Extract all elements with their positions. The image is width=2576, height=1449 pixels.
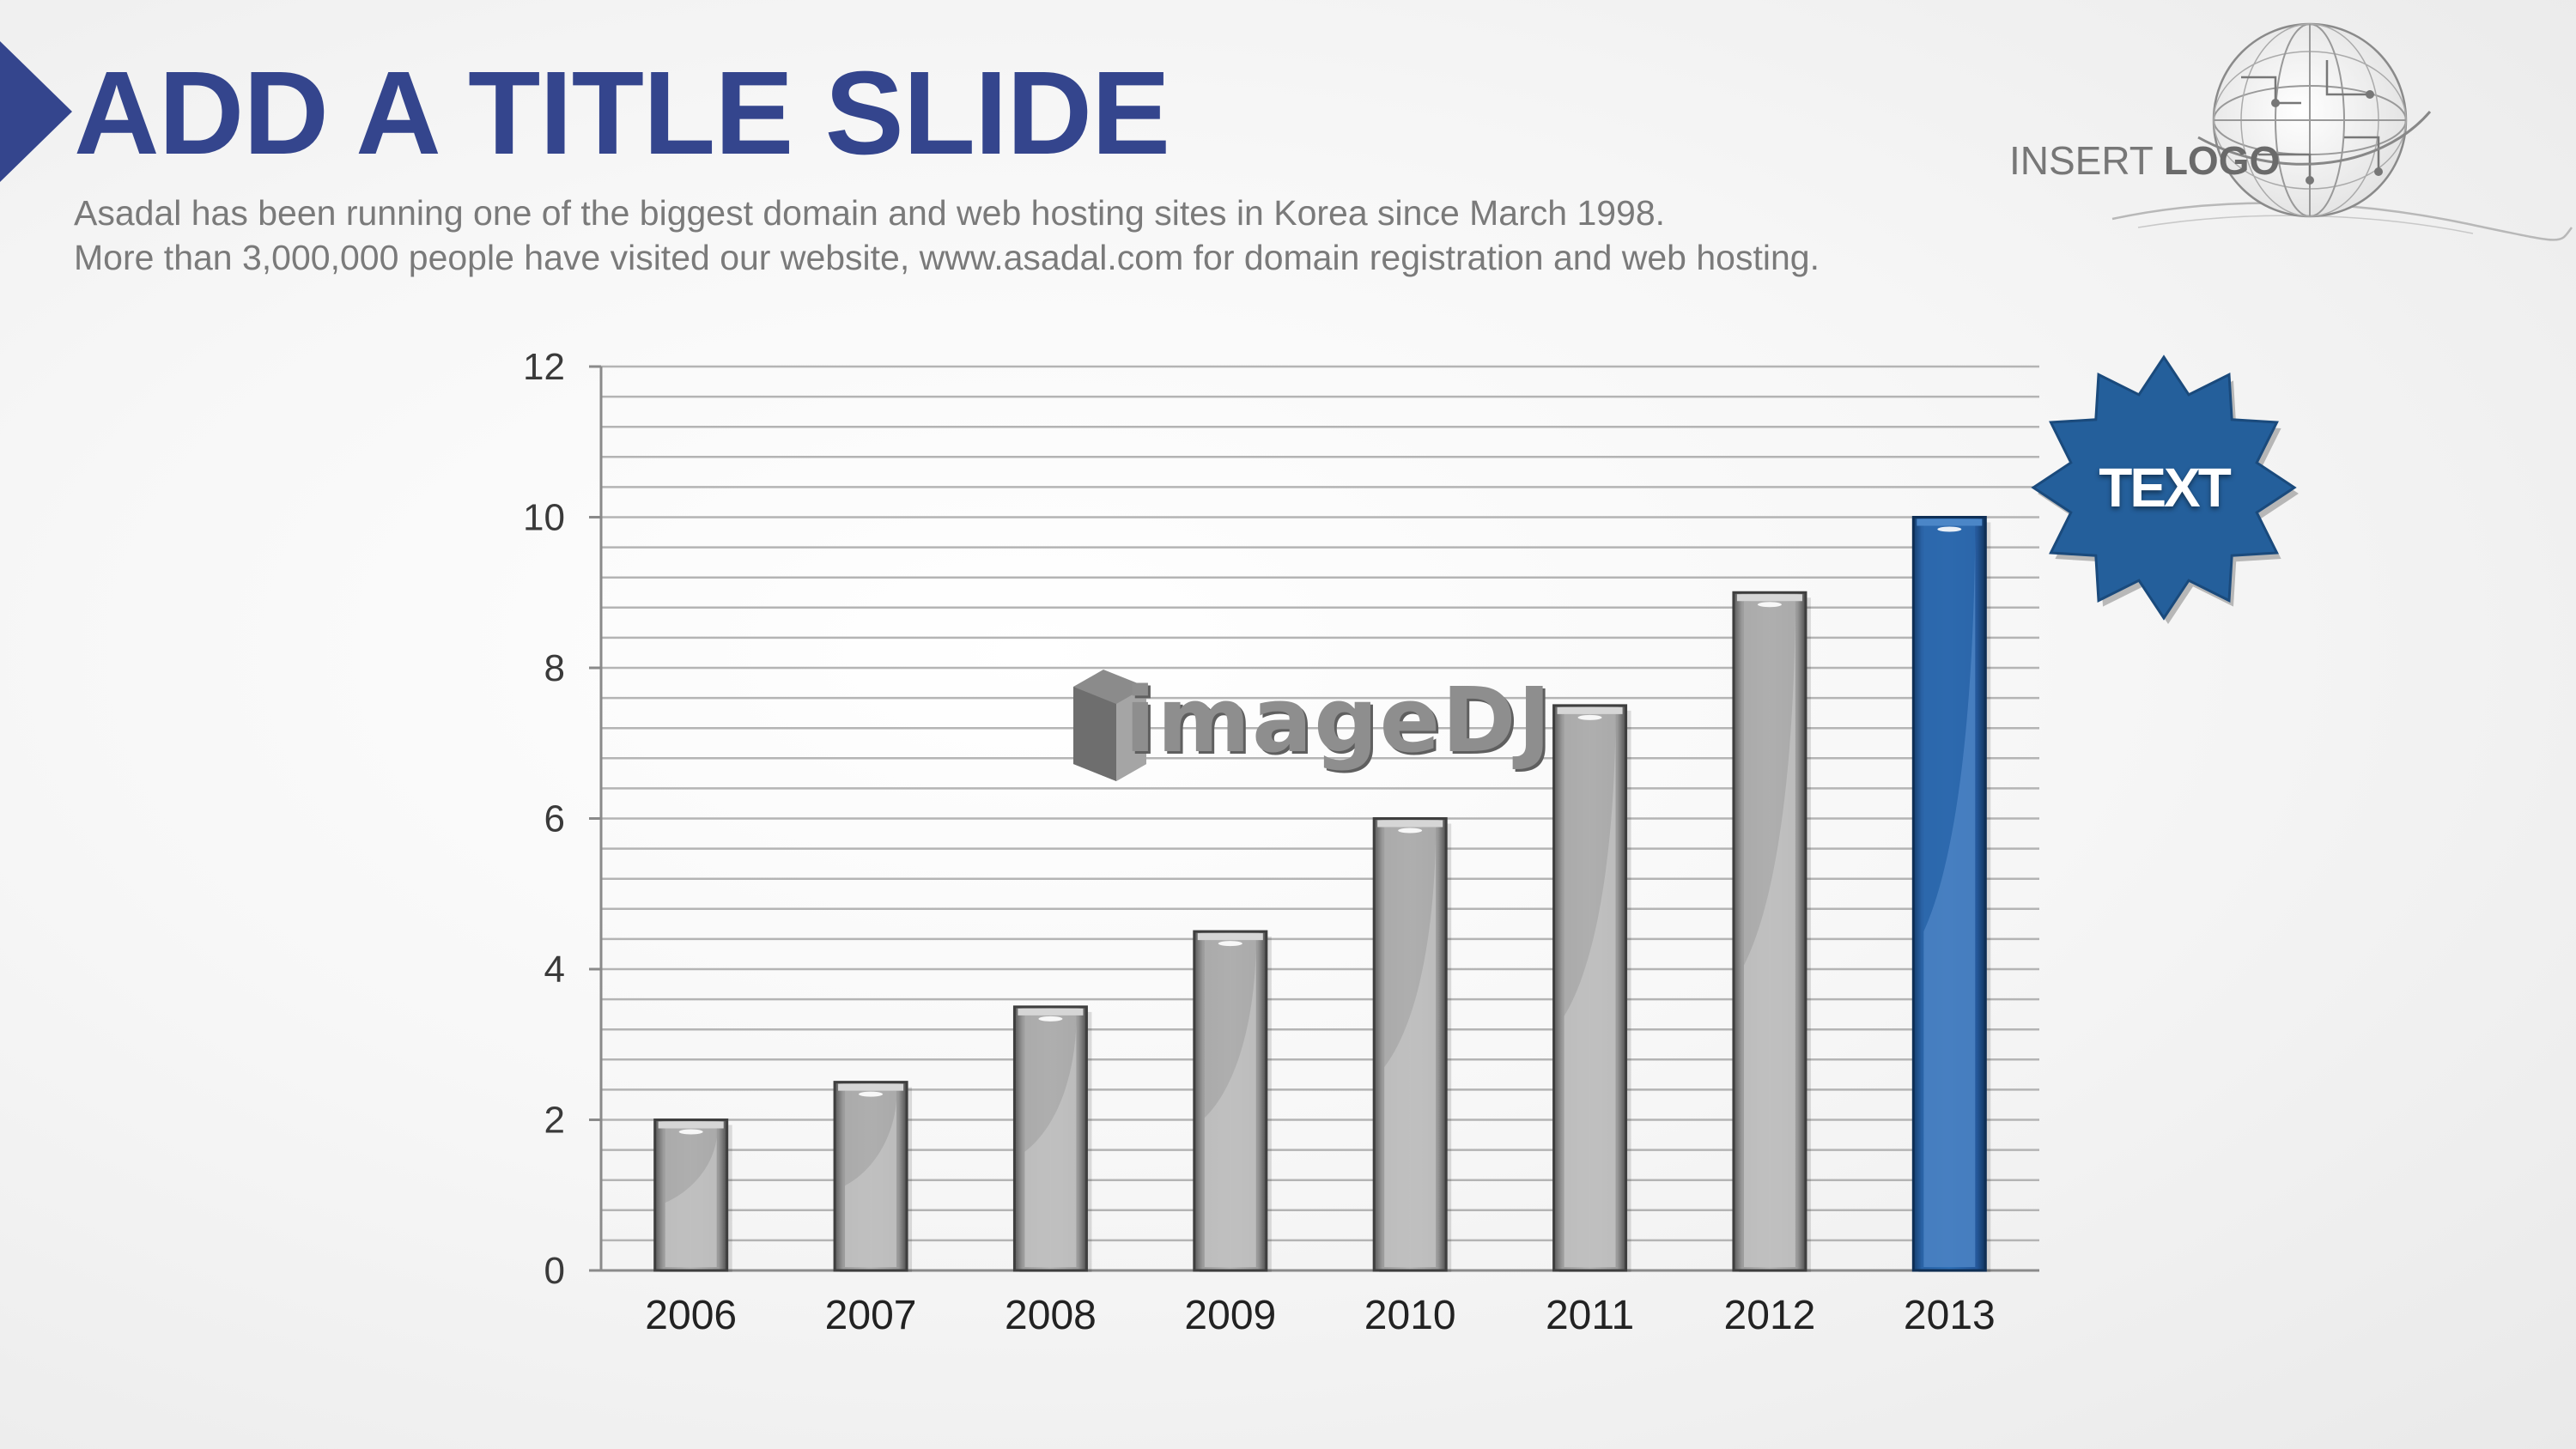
star-shape: [2031, 355, 2297, 621]
bar-2006: [653, 1119, 732, 1272]
x-tick-label: 2006: [645, 1293, 737, 1338]
page-title: ADD A TITLE SLIDE: [74, 47, 1170, 179]
bar-2007: [833, 1081, 913, 1272]
bar-2009: [1193, 930, 1272, 1272]
bar-2008: [1012, 1005, 1092, 1272]
axis-labels: 0 2 4 6 8 10 12 2006 2007 2008 2009 2010 2011 2012 201…: [523, 346, 1996, 1338]
x-tick-label: 2013: [1904, 1293, 1996, 1338]
subtitle-line-1: Asadal has been running one of the bigge…: [74, 193, 1666, 233]
logo-prefix: INSERT: [2009, 138, 2154, 183]
bar-2012: [1732, 591, 1811, 1272]
subtitle: Asadal has been running one of the bigge…: [74, 191, 1820, 280]
x-tick-label: 2011: [1546, 1293, 1634, 1338]
y-tick-label: 8: [544, 647, 565, 689]
x-tick-label: 2010: [1364, 1293, 1456, 1338]
x-tick-label: 2007: [825, 1293, 917, 1338]
y-tick-label: 10: [523, 497, 565, 539]
x-tick-label: 2009: [1184, 1293, 1276, 1338]
bar-2011: [1552, 704, 1631, 1272]
subtitle-line-2: More than 3,000,000 people have visited …: [74, 238, 1820, 277]
badge-text: TEXT: [2099, 457, 2232, 518]
y-tick-label: 6: [544, 798, 565, 840]
y-tick-label: 2: [544, 1100, 565, 1142]
bar-2013: [1911, 516, 1991, 1272]
star-badge-icon: [2031, 355, 2299, 624]
x-tick-label: 2012: [1724, 1293, 1816, 1338]
bars: [653, 516, 1991, 1272]
y-tick-label: 4: [544, 949, 565, 991]
logo-placeholder: INSERT LOGO: [2009, 137, 2280, 184]
title-arrow-icon: [0, 41, 72, 182]
y-tick-label: 0: [544, 1250, 565, 1292]
bar-2010: [1372, 817, 1452, 1272]
y-tick-label: 12: [523, 346, 565, 388]
x-tick-label: 2008: [1005, 1293, 1097, 1338]
grid-lines: [601, 365, 2039, 1242]
watermark-cube-icon: [1073, 670, 1146, 781]
globe-logo-icon: [2111, 22, 2573, 241]
logo-word: LOGO: [2163, 138, 2281, 183]
watermark-text: imageDJ: [1125, 668, 1553, 773]
